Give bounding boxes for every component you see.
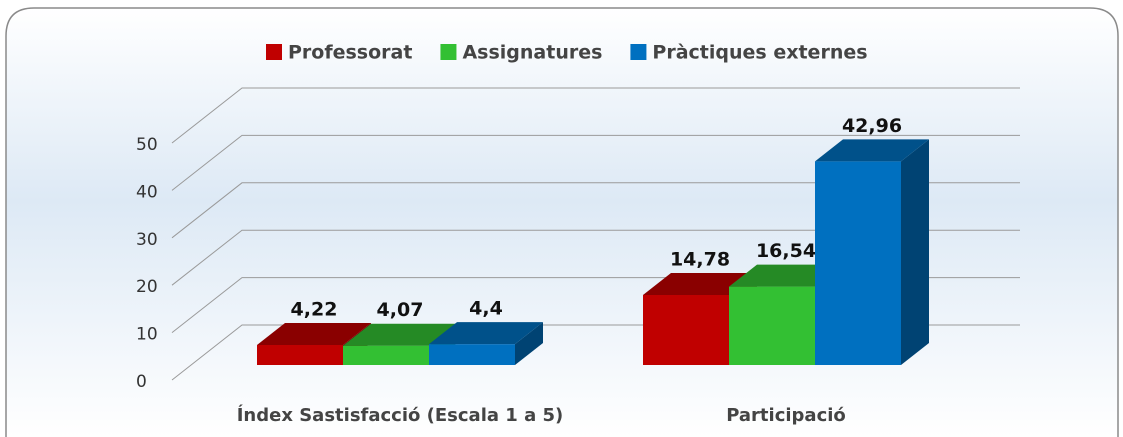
data-label: 14,78 xyxy=(670,248,730,270)
bar-side xyxy=(901,139,929,365)
bar-top xyxy=(429,322,543,345)
legend-swatch xyxy=(440,44,457,60)
legend-swatch xyxy=(630,44,647,60)
grid-line xyxy=(171,182,1020,239)
bar-front xyxy=(343,345,429,365)
bar-front xyxy=(643,294,729,365)
legend-label: Professorat xyxy=(288,42,412,64)
data-label: 42,96 xyxy=(842,115,902,137)
bar xyxy=(429,322,543,365)
data-label: 16,54 xyxy=(756,240,816,262)
chart-frame xyxy=(5,7,1119,437)
bar-top xyxy=(343,323,457,346)
legend: Professorat Assignatures Pràctiques extern… xyxy=(266,42,868,64)
bar-top xyxy=(257,322,371,345)
grid-line xyxy=(171,229,1020,286)
grid-line xyxy=(171,87,1020,144)
legend-label: Pràctiques externes xyxy=(652,42,867,64)
x-tick-label: Índex Sastisfacció (Escala 1 a 5) xyxy=(237,404,564,426)
y-tick-label: 0 xyxy=(136,372,147,392)
y-tick-label: 50 xyxy=(136,135,158,155)
y-tick-label: 40 xyxy=(136,182,158,202)
bar-side xyxy=(515,322,543,365)
y-tick-label: 10 xyxy=(136,325,158,345)
y-tick-label: 30 xyxy=(136,230,158,250)
grid-line xyxy=(171,134,1020,191)
data-label: 4,4 xyxy=(469,298,503,320)
y-tick-label: 20 xyxy=(136,277,158,297)
data-label: 4,22 xyxy=(291,298,338,320)
bar-top xyxy=(729,264,843,287)
bar-front xyxy=(729,286,815,365)
legend-label: Assignatures xyxy=(462,42,602,64)
bar xyxy=(815,139,929,365)
bar-top xyxy=(643,272,757,295)
legend-swatch xyxy=(266,44,282,60)
x-tick-label: Participació xyxy=(726,405,846,426)
bar-front xyxy=(815,161,901,365)
bar-top xyxy=(815,139,929,162)
bar-front xyxy=(429,344,515,365)
data-label: 4,07 xyxy=(377,299,424,321)
bar-front xyxy=(257,344,343,365)
